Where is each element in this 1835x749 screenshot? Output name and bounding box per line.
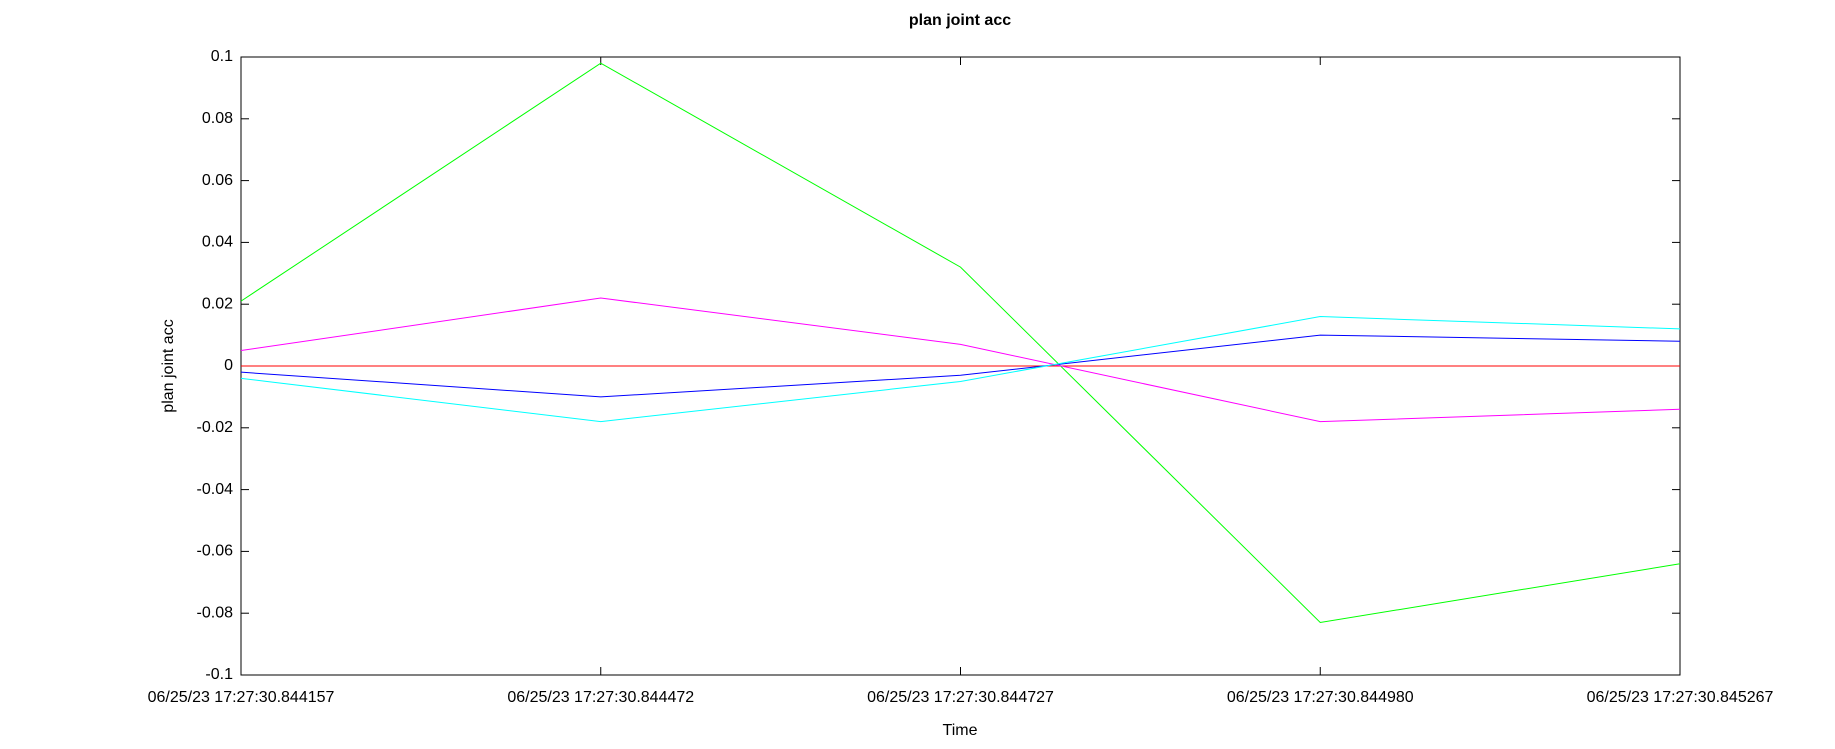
y-tick-label: 0.04 — [202, 234, 233, 251]
y-tick-label: 0.06 — [202, 172, 233, 189]
y-tick-label: 0 — [224, 357, 233, 374]
x-axis-label: Time — [943, 722, 978, 739]
series-line — [240, 316, 1681, 423]
x-tick-label: 06/25/23 17:27:30.844472 — [507, 689, 694, 706]
chart-title: plan joint acc — [909, 12, 1011, 29]
y-tick-label: -0.1 — [205, 666, 233, 683]
x-tick-label: 06/25/23 17:27:30.845267 — [1587, 689, 1774, 706]
y-tick-label: -0.04 — [197, 481, 234, 498]
series-line — [240, 62, 1681, 624]
series-line — [240, 334, 1681, 398]
x-tick-label: 06/25/23 17:27:30.844980 — [1227, 689, 1414, 706]
series-line — [240, 297, 1681, 423]
y-tick-label: -0.08 — [197, 604, 234, 621]
y-axis-label: plan joint acc — [160, 319, 177, 412]
y-tick-label: 0.1 — [211, 48, 233, 65]
y-tick-label: -0.02 — [197, 419, 234, 436]
y-tick-label: 0.02 — [202, 295, 233, 312]
x-tick-label: 06/25/23 17:27:30.844727 — [867, 689, 1054, 706]
x-tick-label: 06/25/23 17:27:30.844157 — [148, 689, 335, 706]
y-tick-label: -0.06 — [197, 543, 234, 560]
y-tick-label: 0.08 — [202, 110, 233, 127]
